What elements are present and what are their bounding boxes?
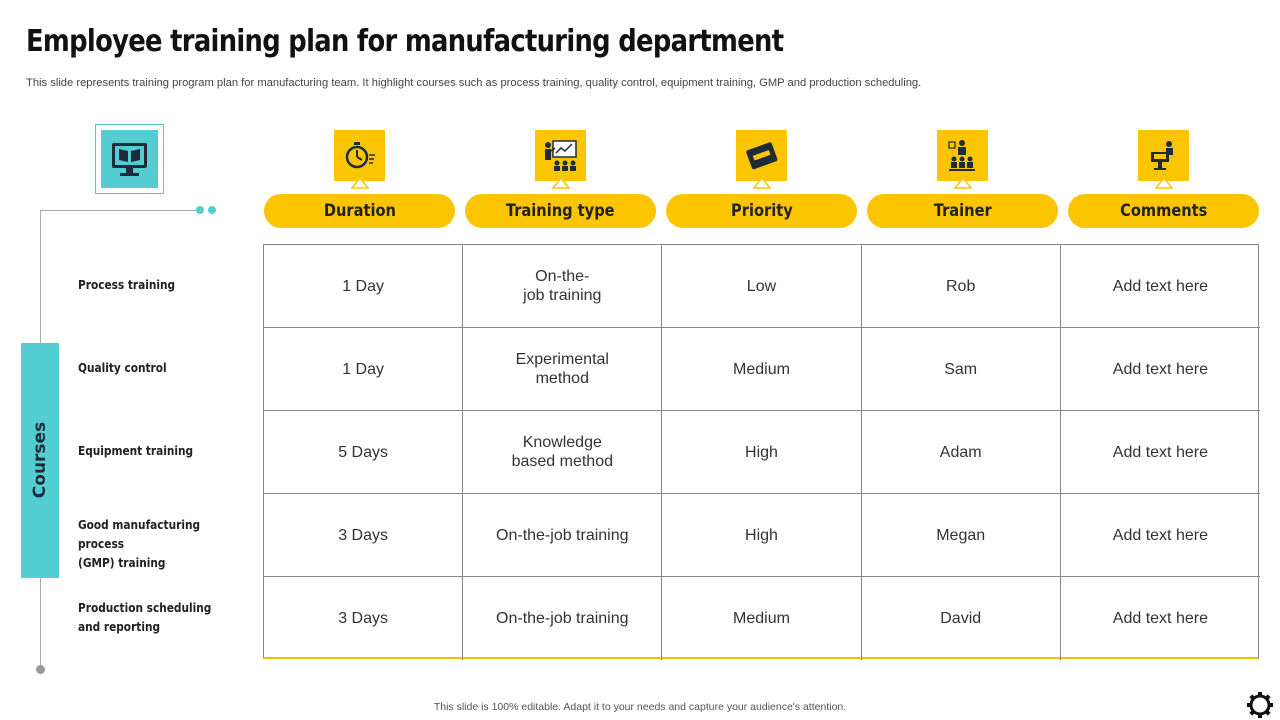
cell-text: 1 Day	[342, 360, 384, 378]
table-cell: On-the-job training	[463, 577, 663, 660]
table-cell: On-the- job training	[463, 245, 663, 328]
connector-dot	[208, 206, 216, 214]
table-cell: 1 Day	[264, 245, 464, 328]
cell-text: Knowledge based method	[511, 434, 613, 470]
column-header-priority: Priority	[666, 194, 857, 228]
column-header-comments: Comments	[1068, 194, 1259, 228]
table-cell: Add text here	[1060, 494, 1260, 577]
table-cell: Sam	[861, 328, 1061, 411]
table-cell: High	[662, 411, 862, 494]
connector-dot	[196, 206, 204, 214]
table-cell: Add text here	[1060, 328, 1260, 411]
connector-end-dot	[36, 665, 45, 674]
table-cell: High	[662, 494, 862, 577]
cell-text: 3 Days	[338, 610, 388, 627]
slide-title: Employee training plan for manufacturing…	[26, 24, 784, 59]
table-cell: Add text here	[1060, 411, 1260, 494]
column-header-trainer: Trainer	[867, 194, 1058, 228]
cell-text: On-the-job training	[496, 610, 629, 627]
cell-text: Medium	[733, 360, 790, 378]
table-cell: 5 Days	[264, 411, 464, 494]
cell-text: Add text here	[1112, 360, 1208, 378]
cell-text: Experimental method	[515, 351, 609, 387]
cell-text: 5 Days	[338, 443, 388, 461]
cell-text: Megan	[936, 526, 986, 544]
cell-text: High	[745, 443, 778, 461]
column-header-duration: Duration	[264, 194, 455, 228]
cell-text: Add text here	[1112, 526, 1208, 544]
table-cell: Add text here	[1061, 577, 1260, 660]
cell-text: Medium	[733, 610, 790, 627]
slide-subtitle: This slide represents training program p…	[26, 77, 922, 89]
table-cell: Medium	[662, 577, 862, 660]
connector-line	[40, 210, 41, 343]
table-cell: Low	[662, 245, 862, 328]
priority-tag-icon	[736, 130, 787, 181]
training-plan-table: 1 Day On-the- job training Low Rob Add text …	[263, 244, 1260, 660]
row-label: Production scheduling and reporting	[78, 600, 212, 634]
cell-text: High	[745, 526, 778, 544]
connector-line	[40, 210, 198, 211]
table-cell: Adam	[861, 411, 1061, 494]
row-label: Quality control	[78, 361, 167, 375]
row-label: Equipment training	[78, 444, 194, 458]
table-cell: On-the-job training	[463, 494, 663, 577]
table-cell: Medium	[662, 328, 862, 411]
table-cell: Megan	[861, 494, 1061, 577]
table-cell: 3 Days	[264, 577, 464, 660]
table-cell: Rob	[861, 245, 1061, 328]
table-cell: 3 Days	[264, 494, 464, 577]
courses-bar	[21, 343, 59, 578]
cell-text: 3 Days	[338, 526, 388, 544]
online-book-monitor-icon	[95, 124, 164, 194]
cell-text: Low	[746, 277, 777, 295]
connector-line	[40, 578, 41, 669]
cell-text: Add text here	[1112, 277, 1208, 295]
row-label: Process training	[78, 278, 176, 292]
speaker-podium-icon	[1138, 130, 1189, 181]
cell-text: Rob	[946, 277, 976, 295]
stopwatch-icon	[334, 130, 385, 181]
cell-text: Adam	[939, 443, 982, 461]
slide-footer: This slide is 100% editable. Adapt it to…	[433, 701, 847, 713]
cell-text: Add text here	[1112, 443, 1208, 461]
trainer-audience-icon	[937, 130, 988, 181]
cell-text: David	[940, 610, 982, 627]
cell-text: On-the-job training	[496, 526, 629, 544]
table-cell: Knowledge based method	[463, 411, 663, 494]
cell-text: On-the- job training	[523, 268, 602, 304]
cell-text: 1 Day	[342, 277, 384, 295]
courses-label: Courses	[30, 421, 50, 499]
gear-icon[interactable]	[1245, 690, 1275, 720]
table-cell: Experimental method	[463, 328, 663, 411]
cell-text: Sam	[944, 360, 978, 378]
cell-text: Add text here	[1112, 610, 1208, 627]
table-cell: David	[862, 577, 1061, 660]
table-cell: 1 Day	[264, 328, 464, 411]
table-cell: Add text here	[1060, 245, 1260, 328]
row-label: Good manufacturing process (GMP) trainin…	[78, 517, 201, 570]
column-header-training-type: Training type	[465, 194, 656, 228]
presentation-icon	[535, 130, 586, 181]
